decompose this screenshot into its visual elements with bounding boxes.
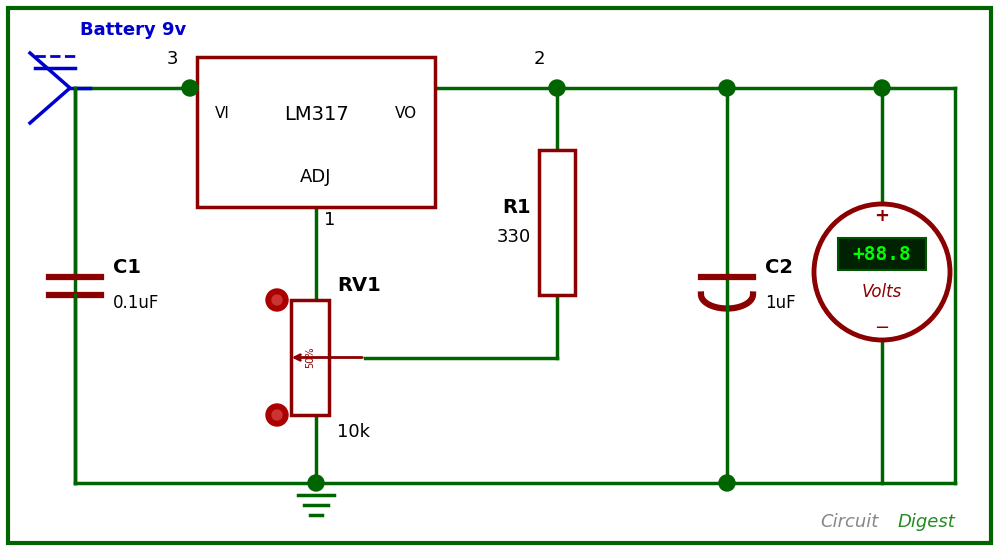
Text: +: + xyxy=(874,207,889,225)
Circle shape xyxy=(272,295,282,305)
Circle shape xyxy=(182,80,198,96)
Text: R1: R1 xyxy=(502,198,531,217)
Circle shape xyxy=(549,80,565,96)
Text: Digest: Digest xyxy=(898,513,956,531)
Circle shape xyxy=(719,80,735,96)
Text: 50%: 50% xyxy=(305,347,315,368)
Text: Circuit: Circuit xyxy=(820,513,878,531)
Circle shape xyxy=(719,475,735,491)
Circle shape xyxy=(272,410,282,420)
Text: Volts: Volts xyxy=(862,283,902,301)
Circle shape xyxy=(266,404,288,426)
Text: −: − xyxy=(874,319,889,337)
Text: ADJ: ADJ xyxy=(301,168,332,186)
Text: C2: C2 xyxy=(765,258,793,277)
Text: +88.8: +88.8 xyxy=(852,245,911,263)
Text: 0.1uF: 0.1uF xyxy=(113,294,160,312)
Text: 10k: 10k xyxy=(337,423,370,441)
Circle shape xyxy=(266,289,288,311)
Bar xyxy=(838,238,926,270)
Text: C1: C1 xyxy=(113,258,141,277)
Text: 1: 1 xyxy=(324,211,336,229)
Text: Battery 9v: Battery 9v xyxy=(80,21,186,39)
Text: 2: 2 xyxy=(533,50,545,68)
Text: RV1: RV1 xyxy=(337,276,381,295)
Text: 3: 3 xyxy=(167,50,178,68)
Text: 330: 330 xyxy=(497,229,531,246)
Circle shape xyxy=(814,204,950,340)
Bar xyxy=(291,300,329,415)
Bar xyxy=(197,57,435,207)
Circle shape xyxy=(874,80,890,96)
Bar xyxy=(539,150,575,295)
Text: VI: VI xyxy=(215,106,230,122)
Text: 1uF: 1uF xyxy=(765,294,795,312)
Text: VO: VO xyxy=(395,106,417,122)
Circle shape xyxy=(308,475,324,491)
Text: LM317: LM317 xyxy=(284,105,349,123)
